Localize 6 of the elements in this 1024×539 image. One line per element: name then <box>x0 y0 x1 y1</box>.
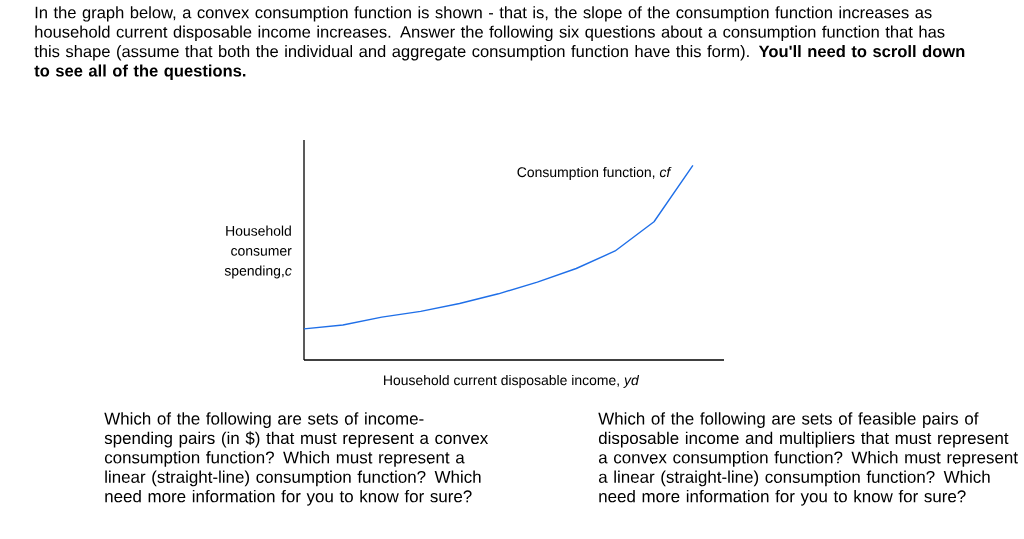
text: Which of the following are sets of feasible pairs of disposable income and multipliers that must represent a convex consumption function? Which must represent a linear (straight-line) consumption function? Which need more information for you to know for sure? <box>598 412 1018 506</box>
series-label: Consumption function, cf <box>517 166 672 180</box>
y-axis-title: Household consumer spending,c <box>224 225 292 279</box>
chart-title: In the graph below, a convex consumption function is shown - that is, the slope of the consumption function increases as household current disposable income increases. Answer the following six questions about a consumption function that has this shape (assume that both the individual and aggregate consumption function have this form). You'll need to scroll down to see all of the questions. <box>34 6 965 80</box>
x-axis-title: Household current disposable income, yd <box>384 374 640 388</box>
text: Which of the following are sets of income-spending pairs (in $) that must represent a convex consumption function? Which must represent a linear (straight-line) consumption function? Which need more information for you to know for sure? <box>104 412 489 506</box>
